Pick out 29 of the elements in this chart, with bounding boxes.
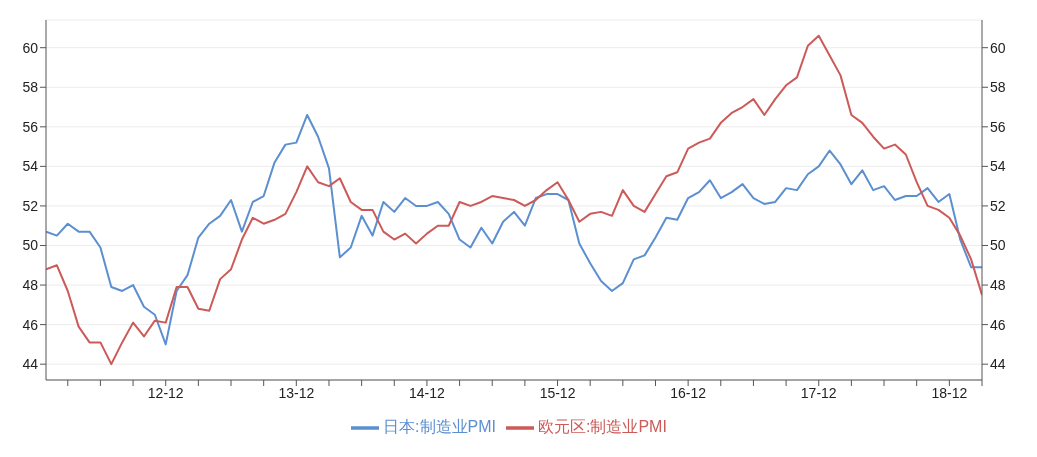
x-tick-label: 14-12 <box>409 384 446 401</box>
x-tick-label: 13-12 <box>278 384 315 401</box>
y2-tick-label: 50 <box>990 237 1006 254</box>
y2-tick-label: 46 <box>990 316 1006 333</box>
x-tick-label: 17-12 <box>800 384 837 401</box>
y-tick-label: 58 <box>22 79 39 96</box>
y-tick-label: 50 <box>22 237 39 254</box>
y-tick-label: 56 <box>22 118 39 135</box>
y-tick-label: 46 <box>22 316 39 333</box>
y-tick-label: 60 <box>22 39 39 56</box>
x-tick-label: 15-12 <box>539 384 576 401</box>
line-series <box>46 113 982 346</box>
y-tick-label: 52 <box>22 197 39 214</box>
legend-label: 日本:制造业PMI <box>383 418 496 436</box>
y2-tick-label: 56 <box>990 118 1006 135</box>
x-tick-label: 16-12 <box>670 384 707 401</box>
y-tick-label: 44 <box>22 356 39 373</box>
legend-label: 欧元区:制造业PMI <box>538 418 667 436</box>
y2-tick-label: 52 <box>990 197 1006 214</box>
y2-tick-label: 58 <box>990 79 1006 96</box>
y2-tick-label: 54 <box>990 158 1006 175</box>
y2-tick-label: 60 <box>990 39 1006 56</box>
y-tick-label: 48 <box>22 277 39 294</box>
x-tick-label: 12-12 <box>147 384 184 401</box>
y2-tick-label: 48 <box>990 277 1006 294</box>
x-tick-label: 18-12 <box>931 384 968 401</box>
y2-tick-label: 44 <box>990 356 1006 373</box>
line-series <box>46 34 982 366</box>
y-tick-label: 54 <box>22 158 39 175</box>
